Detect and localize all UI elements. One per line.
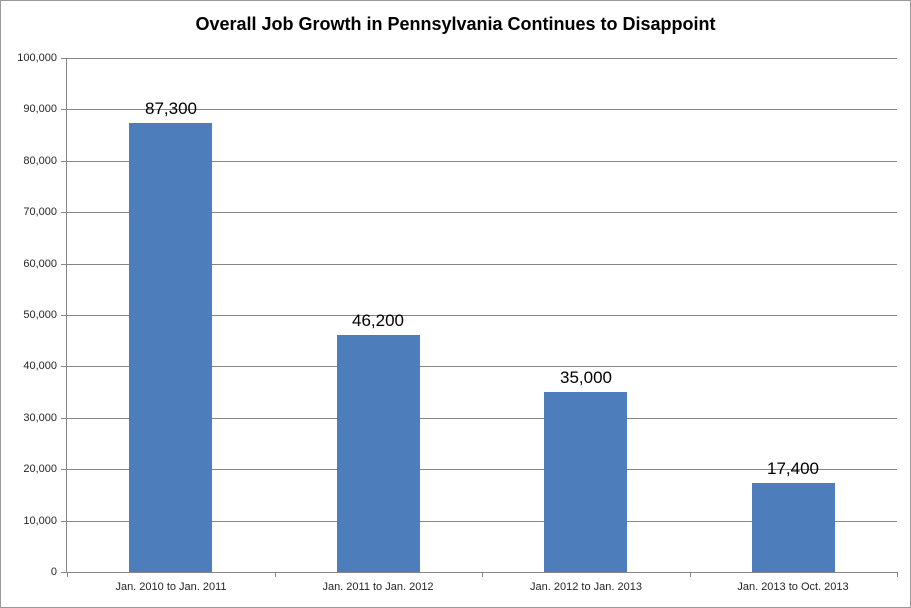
- y-axis-tick: [61, 212, 67, 213]
- y-gridline: [67, 109, 897, 110]
- bar: [752, 483, 835, 572]
- y-axis-tick: [61, 521, 67, 522]
- y-tick-label: 70,000: [23, 206, 57, 218]
- y-gridline: [67, 469, 897, 470]
- bar-value-label: 35,000: [560, 368, 612, 387]
- y-tick-label: 90,000: [23, 103, 57, 115]
- x-axis-tick: [482, 572, 483, 577]
- y-axis-tick: [61, 418, 67, 419]
- y-tick-label: 80,000: [23, 155, 57, 167]
- y-tick-label: 60,000: [23, 258, 57, 270]
- y-gridline: [67, 315, 897, 316]
- y-axis-tick: [61, 315, 67, 316]
- y-gridline: [67, 58, 897, 59]
- y-tick-label: 50,000: [23, 309, 57, 321]
- y-gridline: [67, 161, 897, 162]
- bar-value-label: 17,400: [767, 459, 819, 478]
- y-axis-tick: [61, 109, 67, 110]
- y-tick-label: 100,000: [17, 52, 57, 64]
- bar-value-label: 87,300: [145, 99, 197, 118]
- x-axis-tick: [67, 572, 68, 577]
- y-gridline: [67, 366, 897, 367]
- y-gridline: [67, 212, 897, 213]
- y-tick-label: 30,000: [23, 412, 57, 424]
- y-axis-tick: [61, 264, 67, 265]
- bar: [544, 392, 627, 572]
- x-category-label: Jan. 2012 to Jan. 2013: [530, 581, 642, 593]
- bar: [129, 123, 212, 572]
- bar-value-label: 46,200: [352, 311, 404, 330]
- x-category-label: Jan. 2011 to Jan. 2012: [322, 581, 434, 593]
- y-gridline: [67, 418, 897, 419]
- x-axis-tick: [275, 572, 276, 577]
- bar: [337, 335, 420, 572]
- y-gridline: [67, 264, 897, 265]
- y-tick-label: 40,000: [23, 360, 57, 372]
- y-tick-label: 0: [50, 566, 57, 578]
- y-axis-tick: [61, 58, 67, 59]
- y-axis-tick: [61, 161, 67, 162]
- y-axis-tick: [61, 469, 67, 470]
- y-tick-label: 10,000: [23, 515, 57, 527]
- chart-title: Overall Job Growth in Pennsylvania Conti…: [195, 14, 716, 34]
- y-gridline: [67, 521, 897, 522]
- x-category-label: Jan. 2010 to Jan. 2011: [115, 581, 227, 593]
- y-axis-tick: [61, 572, 67, 573]
- plot-area: 0 10,000 20,000 30,000 40,000 50,000 60,000 70,…: [17, 52, 898, 593]
- y-tick-label: 20,000: [23, 463, 57, 475]
- x-axis-tick: [690, 572, 691, 577]
- y-axis-tick: [61, 366, 67, 367]
- x-axis-tick: [897, 572, 898, 577]
- x-category-label: Jan. 2013 to Oct. 2013: [737, 581, 849, 593]
